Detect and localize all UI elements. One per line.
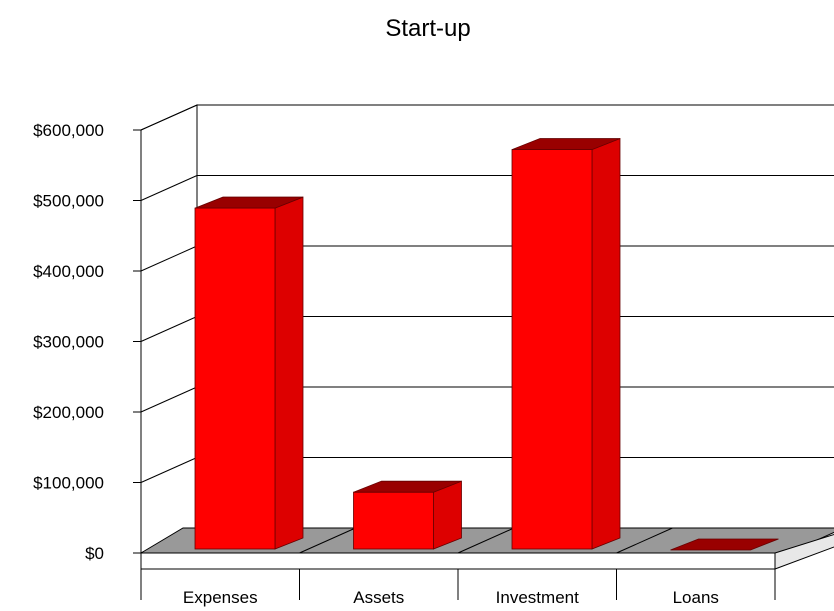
y-tick-label-2: $200,000	[33, 403, 104, 422]
bar-side-1	[434, 481, 462, 549]
bar-front-1	[354, 492, 434, 549]
x-tick-label-loans: Loans	[673, 588, 719, 607]
floor-front-ledge	[141, 553, 775, 569]
bar-assets	[354, 481, 462, 549]
x-tick-label-assets: Assets	[353, 588, 404, 607]
y-tick-label-3: $300,000	[33, 333, 104, 352]
x-tick-label-expenses: Expenses	[183, 588, 258, 607]
bars	[195, 139, 779, 550]
y-tick-label-5: $500,000	[33, 192, 104, 211]
bar-investment	[512, 139, 620, 549]
bar-side-2	[592, 139, 620, 549]
x-tick-label-investment: Investment	[496, 588, 579, 607]
y-tick-label-4: $400,000	[33, 262, 104, 281]
bar-expenses	[195, 197, 303, 549]
x-axis: Expenses Assets Investment Loans	[141, 569, 775, 607]
y-axis: $0 $100,000 $200,000 $300,000 $400,000 $500,0…	[33, 121, 141, 569]
y-tick-label-1: $100,000	[33, 474, 104, 493]
bar-side-0	[275, 197, 303, 549]
y-tick-label-0: $0	[85, 544, 104, 563]
bar-front-0	[195, 208, 275, 549]
bar-front-2	[512, 150, 592, 549]
chart-title: Start-up	[385, 15, 470, 42]
y-tick-label-6: $600,000	[33, 121, 104, 140]
